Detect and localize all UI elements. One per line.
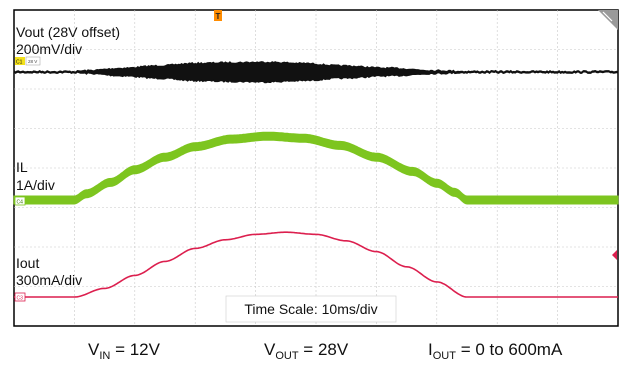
iout-condition: IOUT = 0 to 600mA — [428, 340, 563, 362]
time-scale-label: Time Scale: 10ms/div — [244, 301, 377, 317]
iout-trace — [14, 231, 618, 298]
il-channel-name: IL — [16, 159, 28, 175]
vout-channel-name: Vout (28V offset) — [16, 24, 120, 40]
iout-channel-tag: C3 — [14, 292, 26, 302]
vout-trace — [13, 61, 619, 84]
vout-condition: VOUT = 28V — [264, 340, 349, 362]
trigger-level-marker-icon — [612, 250, 617, 260]
vout-channel-scale: 200mV/div — [16, 41, 82, 57]
iout-channel-scale: 300mA/div — [16, 272, 82, 288]
corner-indicator-icon — [598, 10, 618, 30]
svg-text:28 V: 28 V — [28, 59, 37, 64]
il-trace — [13, 131, 619, 205]
svg-text:C3: C3 — [17, 296, 24, 302]
svg-text:T: T — [216, 12, 221, 21]
svg-text:C1: C1 — [16, 60, 23, 66]
trigger-marker: T — [214, 10, 222, 21]
svg-text:C4: C4 — [17, 200, 24, 206]
time-scale-box: Time Scale: 10ms/div — [225, 295, 397, 323]
il-channel-tag: C4 — [14, 196, 26, 206]
vout-channel-tag: C1 28 V — [15, 56, 41, 66]
vin-condition: VIN = 12V — [88, 340, 160, 362]
il-channel-scale: 1A/div — [16, 177, 55, 193]
iout-channel-name: Iout — [16, 255, 39, 271]
